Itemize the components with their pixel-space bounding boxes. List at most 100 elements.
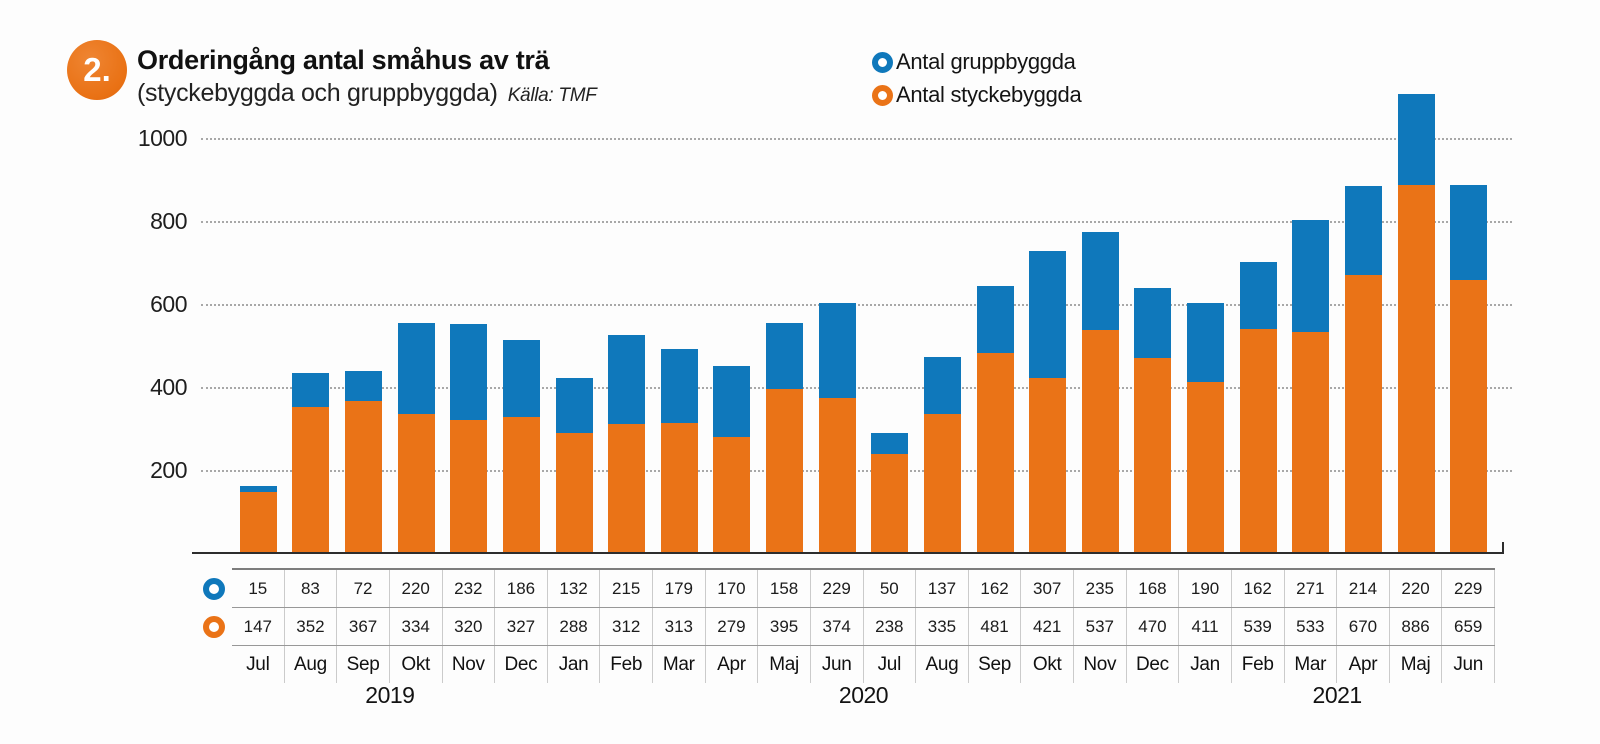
table-cell-styckebyggda: 886 [1390, 608, 1443, 645]
table-cell-styckebyggda: 421 [1021, 608, 1074, 645]
bar-gruppbyggda [345, 371, 383, 401]
table-row-styckebyggda: 147 352 367 334 320 327 288 312 313 279 395 374 238 3… [232, 607, 1495, 645]
bar-gruppbyggda [660, 349, 698, 423]
bar-styckebyggda [1029, 378, 1067, 553]
bar-gruppbyggda [555, 378, 593, 433]
month-label: Maj [1390, 646, 1443, 683]
table-cell-styckebyggda: 395 [758, 608, 811, 645]
month-label: Dec [1127, 646, 1180, 683]
bar-gruppbyggda [1029, 251, 1067, 378]
month-label: Jan [548, 646, 601, 683]
table-cell-styckebyggda: 327 [495, 608, 548, 645]
table-cell-gruppbyggda: 162 [969, 570, 1022, 607]
bar-styckebyggda [502, 417, 540, 553]
table-cell-gruppbyggda: 229 [811, 570, 864, 607]
row-icon-styckebyggda [203, 616, 225, 638]
table-cell-styckebyggda: 539 [1232, 608, 1285, 645]
bar-gruppbyggda [450, 324, 488, 420]
table-cell-gruppbyggda: 190 [1179, 570, 1232, 607]
data-table: 15 83 72 220 232 186 132 215 179 170 158 229 50 137 16… [232, 568, 1495, 683]
table-cell-gruppbyggda: 15 [232, 570, 285, 607]
bar-gruppbyggda [292, 373, 330, 407]
month-label: Apr [706, 646, 759, 683]
month-label: Maj [758, 646, 811, 683]
month-label: Jul [232, 646, 285, 683]
bar-gruppbyggda [502, 340, 540, 417]
month-label: Jun [1442, 646, 1495, 683]
table-cell-styckebyggda: 335 [916, 608, 969, 645]
table-cell-styckebyggda: 312 [600, 608, 653, 645]
legend-dot-gruppbyggda-icon [872, 51, 893, 73]
table-cell-gruppbyggda: 72 [337, 570, 390, 607]
table-cell-styckebyggda: 411 [1179, 608, 1232, 645]
bar-styckebyggda [1344, 275, 1382, 553]
month-label: Apr [1337, 646, 1390, 683]
month-label: Okt [1021, 646, 1074, 683]
table-cell-styckebyggda: 334 [390, 608, 443, 645]
month-label: Nov [1074, 646, 1127, 683]
table-cell-gruppbyggda: 271 [1285, 570, 1338, 607]
table-cell-styckebyggda: 288 [548, 608, 601, 645]
table-cell-gruppbyggda: 179 [653, 570, 706, 607]
bar-styckebyggda [766, 389, 804, 553]
bar-gruppbyggda [608, 335, 646, 424]
bar-styckebyggda [397, 414, 435, 553]
month-label: Aug [285, 646, 338, 683]
bar-styckebyggda [923, 414, 961, 553]
table-cell-styckebyggda: 147 [232, 608, 285, 645]
table-cell-styckebyggda: 670 [1337, 608, 1390, 645]
bar-gruppbyggda [713, 366, 751, 437]
bar-styckebyggda [1081, 330, 1119, 553]
table-cell-gruppbyggda: 220 [1390, 570, 1443, 607]
table-cell-gruppbyggda: 50 [864, 570, 917, 607]
table-row-months: Jul Aug Sep Okt Nov Dec Jan Feb Mar Apr Maj Jun Jul A… [232, 645, 1495, 683]
gridline-800 [201, 221, 1512, 223]
table-row-gruppbyggda: 15 83 72 220 232 186 132 215 179 170 158 229 50 137 16… [232, 568, 1495, 607]
chart-title: Orderingång antal småhus av trä [137, 45, 550, 75]
table-cell-gruppbyggda: 214 [1337, 570, 1390, 607]
table-cell-styckebyggda: 374 [811, 608, 864, 645]
table-cell-gruppbyggda: 137 [916, 570, 969, 607]
chart-subtitle-text: (styckebyggda och gruppbyggda) [137, 79, 498, 107]
table-cell-styckebyggda: 313 [653, 608, 706, 645]
table-cell-gruppbyggda: 170 [706, 570, 759, 607]
legend-label-gruppbyggda: Antal gruppbyggda [896, 49, 1076, 74]
gridline-200 [201, 470, 1512, 472]
legend-dot-styckebyggda-icon [872, 84, 893, 106]
table-cell-gruppbyggda: 132 [548, 570, 601, 607]
legend-label-styckebyggda: Antal styckebyggda [896, 82, 1082, 107]
bar-styckebyggda [450, 420, 488, 553]
table-cell-styckebyggda: 659 [1442, 608, 1495, 645]
month-label: Aug [916, 646, 969, 683]
bar-gruppbyggda [923, 357, 961, 414]
bar-styckebyggda [1292, 332, 1330, 553]
y-axis-label-400: 400 [150, 374, 187, 400]
month-label: Feb [1232, 646, 1285, 683]
bar-gruppbyggda [1187, 303, 1225, 382]
table-cell-styckebyggda: 537 [1074, 608, 1127, 645]
bar-styckebyggda [239, 492, 277, 553]
bar-gruppbyggda [239, 486, 277, 492]
bar-styckebyggda [1450, 280, 1488, 553]
legend-item-styckebyggda: Antal styckebyggda [872, 82, 1082, 107]
gridline-1000 [201, 138, 1512, 140]
month-label: Sep [337, 646, 390, 683]
gridline-400 [201, 387, 1512, 389]
table-cell-styckebyggda: 320 [443, 608, 496, 645]
bar-gruppbyggda [1134, 288, 1172, 358]
bar-gruppbyggda [1239, 262, 1277, 329]
month-label: Mar [653, 646, 706, 683]
month-label: Jul [864, 646, 917, 683]
table-cell-styckebyggda: 238 [864, 608, 917, 645]
table-cell-gruppbyggda: 162 [1232, 570, 1285, 607]
table-cell-gruppbyggda: 220 [390, 570, 443, 607]
month-label: Jun [811, 646, 864, 683]
table-cell-styckebyggda: 470 [1127, 608, 1180, 645]
table-cell-gruppbyggda: 83 [285, 570, 338, 607]
table-cell-gruppbyggda: 158 [758, 570, 811, 607]
bar-gruppbyggda [976, 286, 1014, 353]
gridline-600 [201, 304, 1512, 306]
table-cell-gruppbyggda: 307 [1021, 570, 1074, 607]
figure-number-badge: 2. [67, 40, 127, 100]
bar-gruppbyggda [1450, 185, 1488, 280]
